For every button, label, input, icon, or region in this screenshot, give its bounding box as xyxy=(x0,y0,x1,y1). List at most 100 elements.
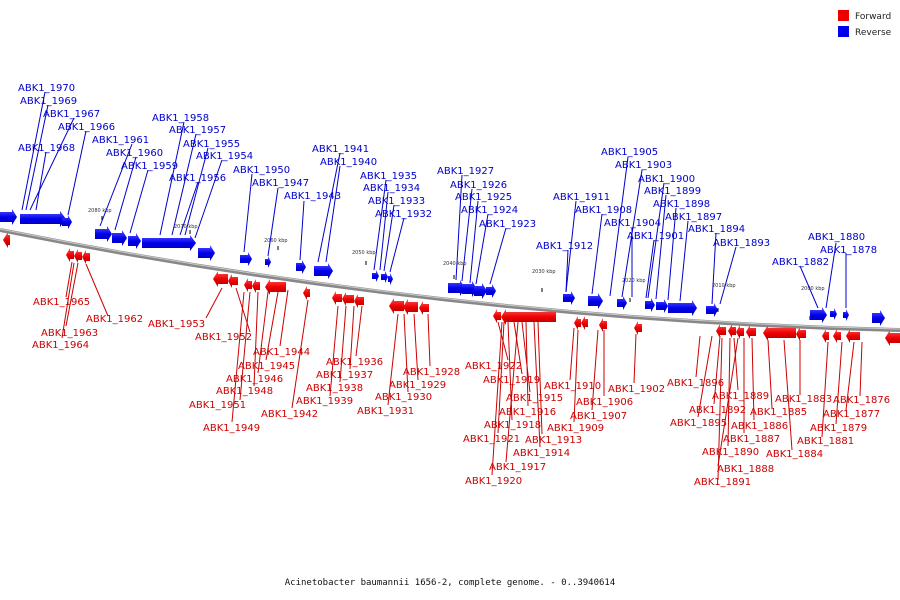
gene-arrow xyxy=(388,273,393,285)
gene-arrow xyxy=(833,329,841,343)
gene-label: ABK1_1924 xyxy=(461,205,518,216)
gene-label: ABK1_1944 xyxy=(253,347,310,358)
gene-arrow xyxy=(66,248,74,262)
tick-label: 2030 kbp xyxy=(532,269,556,275)
gene-arrow xyxy=(634,321,642,335)
gene-label: ABK1_1917 xyxy=(489,462,546,473)
gene-label: ABK1_1902 xyxy=(608,384,665,395)
tick-label: 2050 kbp xyxy=(352,250,376,256)
gene-arrow xyxy=(617,296,627,310)
tick-label: 2040 kbp xyxy=(443,261,467,267)
gene-label: ABK1_1910 xyxy=(544,381,601,392)
gene-label: ABK1_1921 xyxy=(463,434,520,445)
gene-label: ABK1_1890 xyxy=(702,447,759,458)
gene-label: ABK1_1952 xyxy=(195,332,252,343)
gene-label: ABK1_1882 xyxy=(772,257,829,268)
gene-label: ABK1_1913 xyxy=(525,435,582,446)
gene-arrow xyxy=(20,211,66,227)
gene-arrow xyxy=(314,263,333,279)
tick-label: 2080 kbp xyxy=(88,208,112,214)
forward-labels: ABK1_1965 ABK1_1962 ABK1_1963 ABK1_1964 … xyxy=(32,297,890,488)
gene-label: ABK1_1966 xyxy=(58,122,115,133)
scale: 2080 kbp 2070 kbp 2060 kbp 2050 kbp 2040… xyxy=(88,208,825,320)
gene-label: ABK1_1961 xyxy=(92,135,149,146)
gene-arrow xyxy=(112,230,127,246)
gene-label: ABK1_1915 xyxy=(506,393,563,404)
gene-label: ABK1_1886 xyxy=(731,421,788,432)
gene-label: ABK1_1933 xyxy=(368,196,425,207)
gene-label: ABK1_1945 xyxy=(238,361,295,372)
gene-label: ABK1_1943 xyxy=(284,191,341,202)
legend-swatch-forward xyxy=(838,10,849,21)
gene-arrow xyxy=(372,270,379,282)
gene-label: ABK1_1911 xyxy=(553,192,610,203)
gene-arrow xyxy=(62,215,72,229)
gene-label: ABK1_1896 xyxy=(667,378,724,389)
gene-arrow xyxy=(265,256,271,268)
gene-label: ABK1_1937 xyxy=(316,370,373,381)
gene-arrow xyxy=(213,271,228,287)
gene-arrow xyxy=(656,299,668,313)
gene-label: ABK1_1962 xyxy=(86,314,143,325)
gene-arrow xyxy=(563,291,575,305)
gene-arrow xyxy=(252,279,260,293)
gene-arrow xyxy=(389,298,404,314)
gene-label: ABK1_1914 xyxy=(513,448,570,459)
gene-label: ABK1_1876 xyxy=(833,395,890,406)
gene-label: ABK1_1970 xyxy=(18,83,75,94)
gene-arrow xyxy=(381,271,388,283)
gene-arrow xyxy=(830,308,837,320)
gene-label: ABK1_1960 xyxy=(106,148,163,159)
gene-label: ABK1_1878 xyxy=(820,245,877,256)
gene-label: ABK1_1879 xyxy=(810,423,867,434)
gene-label: ABK1_1965 xyxy=(33,297,90,308)
gene-arrow xyxy=(796,327,806,341)
gene-arrow xyxy=(736,325,744,339)
gene-arrow xyxy=(493,309,501,323)
gene-label: ABK1_1904 xyxy=(604,218,661,229)
gene-label: ABK1_1932 xyxy=(375,209,432,220)
gene-label: ABK1_1877 xyxy=(823,409,880,420)
gene-label: ABK1_1947 xyxy=(252,178,309,189)
gene-arrow xyxy=(843,309,849,321)
gene-arrow xyxy=(265,279,286,295)
gene-label: ABK1_1969 xyxy=(20,96,77,107)
gene-arrow xyxy=(822,329,829,343)
gene-label: ABK1_1907 xyxy=(570,411,627,422)
reverse-leaders xyxy=(21,91,847,309)
legend-swatch-reverse xyxy=(838,26,849,37)
gene-arrow xyxy=(746,325,756,339)
gene-label: ABK1_1927 xyxy=(437,166,494,177)
gene-label: ABK1_1928 xyxy=(403,367,460,378)
legend-label-forward: Forward xyxy=(855,12,891,22)
gene-arrow xyxy=(728,324,736,338)
gene-label: ABK1_1926 xyxy=(450,180,507,191)
gene-arrow xyxy=(474,283,487,299)
gene-label: ABK1_1880 xyxy=(808,232,865,243)
gene-label: ABK1_1916 xyxy=(499,407,556,418)
gene-label: ABK1_1909 xyxy=(547,423,604,434)
gene-arrow xyxy=(706,303,718,317)
gene-label: ABK1_1957 xyxy=(169,125,226,136)
gene-arrow xyxy=(599,318,607,332)
forward-leaders xyxy=(61,261,863,481)
gene-arrow xyxy=(228,274,238,288)
gene-arrow xyxy=(668,300,697,316)
gene-label: ABK1_1918 xyxy=(484,420,541,431)
gene-arrow xyxy=(244,278,252,292)
gene-label: ABK1_1950 xyxy=(233,165,290,176)
gene-arrow xyxy=(142,235,196,251)
gene-label: ABK1_1940 xyxy=(320,157,377,168)
gene-label: ABK1_1939 xyxy=(296,396,353,407)
gene-label: ABK1_1895 xyxy=(670,418,727,429)
gene-label: ABK1_1903 xyxy=(615,160,672,171)
genome-caption: Acinetobacter baumannii 1656-2, complete… xyxy=(284,578,616,588)
gene-label: ABK1_1948 xyxy=(216,386,273,397)
reverse-genes xyxy=(0,209,885,326)
gene-label: ABK1_1951 xyxy=(189,400,246,411)
gene-label: ABK1_1883 xyxy=(775,394,832,405)
gene-arrow xyxy=(846,329,860,343)
gene-label: ABK1_1912 xyxy=(536,241,593,252)
gene-arrow xyxy=(82,250,90,264)
